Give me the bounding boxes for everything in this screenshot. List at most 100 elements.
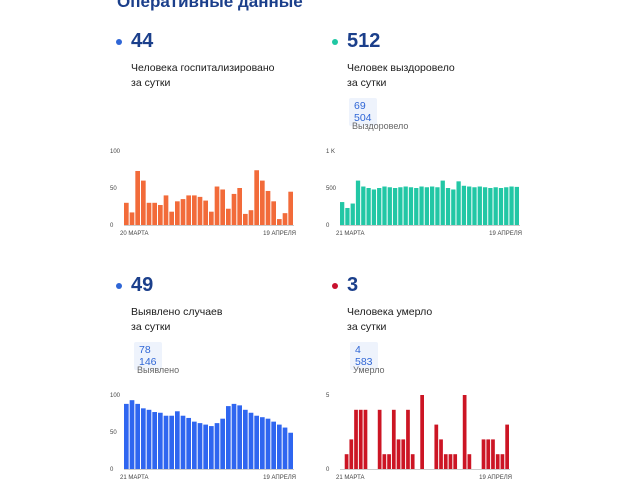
bar — [486, 439, 491, 469]
bar — [197, 423, 203, 469]
bar — [435, 187, 440, 225]
bar — [514, 186, 519, 225]
bar — [445, 188, 451, 225]
bar — [396, 439, 401, 469]
bar — [371, 189, 377, 225]
bar — [186, 195, 191, 225]
bar — [349, 439, 354, 469]
bar — [260, 180, 265, 225]
bar — [152, 202, 157, 225]
bar — [448, 454, 453, 469]
bar — [377, 188, 382, 225]
bar — [408, 187, 414, 225]
page-title: Оперативные данные — [117, 0, 303, 11]
bar — [214, 423, 220, 469]
bar — [163, 415, 169, 469]
bar — [495, 454, 500, 469]
bar — [363, 409, 368, 469]
bar — [158, 412, 163, 469]
bar-chart: 100 50 0 21 МАРТА 19 АПРЕЛЯ — [110, 393, 296, 481]
description-line-1: Выявлено случаев — [131, 306, 223, 318]
bar — [401, 439, 406, 469]
bar — [439, 439, 443, 469]
bar — [340, 202, 345, 225]
bar — [175, 201, 180, 225]
x-start-label: 20 МАРТА — [120, 231, 149, 237]
y-tick-label: 100 — [110, 393, 121, 399]
bar — [434, 424, 439, 469]
bar — [482, 187, 488, 225]
bar — [220, 189, 225, 225]
bar — [387, 454, 391, 469]
y-tick-label: 50 — [110, 430, 117, 436]
bar — [392, 188, 398, 225]
bar — [382, 186, 387, 225]
y-tick-label: 500 — [326, 186, 337, 192]
bar — [504, 187, 509, 225]
bar — [152, 412, 157, 469]
bar — [461, 185, 467, 225]
bar — [271, 201, 276, 225]
bar — [203, 424, 208, 469]
bar — [260, 417, 265, 469]
y-tick-label: 1 K — [326, 149, 335, 155]
y-tick-label: 50 — [110, 186, 117, 192]
bar — [203, 200, 208, 225]
bar — [477, 186, 482, 225]
bar — [163, 195, 169, 225]
bar — [220, 418, 225, 469]
bar — [169, 211, 174, 225]
bar — [158, 205, 163, 225]
bar — [509, 186, 514, 225]
bar — [488, 188, 493, 225]
bar — [424, 187, 429, 225]
y-tick-label: 5 — [326, 393, 330, 399]
bar — [243, 409, 248, 469]
status-dot — [332, 283, 338, 289]
x-end-label: 19 АПРЕЛЯ — [263, 231, 296, 237]
bar — [472, 187, 477, 225]
bar — [180, 199, 186, 225]
bar — [141, 180, 146, 225]
bar — [231, 403, 237, 469]
bar — [180, 415, 186, 469]
x-end-label: 19 АПРЕЛЯ — [479, 475, 512, 481]
bar — [282, 427, 288, 469]
x-start-label: 21 МАРТА — [120, 475, 149, 481]
bar — [124, 403, 129, 469]
total-count: 78 146 — [134, 342, 162, 370]
bar — [387, 187, 392, 225]
bar — [277, 424, 282, 469]
bar — [350, 203, 355, 225]
bar — [209, 426, 214, 469]
bar — [366, 188, 371, 225]
daily-value: 512 — [347, 30, 381, 52]
total-label: Умерло — [353, 365, 385, 375]
bar — [344, 454, 349, 469]
bar — [237, 405, 242, 469]
bar-chart: 1 K 500 0 21 МАРТА 19 АПРЕЛЯ — [326, 149, 522, 237]
bar-chart: 100 50 0 20 МАРТА 19 АПРЕЛЯ — [110, 149, 296, 237]
description-line-1: Человек выздоровело — [347, 62, 455, 74]
bar — [146, 409, 152, 469]
bar — [265, 418, 271, 469]
bar — [491, 439, 495, 469]
bar — [456, 181, 461, 225]
bar — [391, 409, 396, 469]
bar — [467, 454, 472, 469]
bar — [237, 188, 242, 225]
bar — [192, 195, 197, 225]
bar — [175, 411, 180, 469]
bar — [358, 409, 363, 469]
description-line-1: Человека госпитализировано — [131, 62, 275, 74]
bar — [288, 191, 293, 225]
total-label: Выявлено — [137, 365, 180, 375]
bar — [403, 186, 408, 225]
bar — [361, 186, 366, 225]
bar — [254, 170, 259, 225]
bar — [192, 421, 197, 469]
status-dot — [116, 39, 122, 45]
bar — [146, 202, 152, 225]
bar — [354, 409, 358, 469]
bar — [209, 211, 214, 225]
